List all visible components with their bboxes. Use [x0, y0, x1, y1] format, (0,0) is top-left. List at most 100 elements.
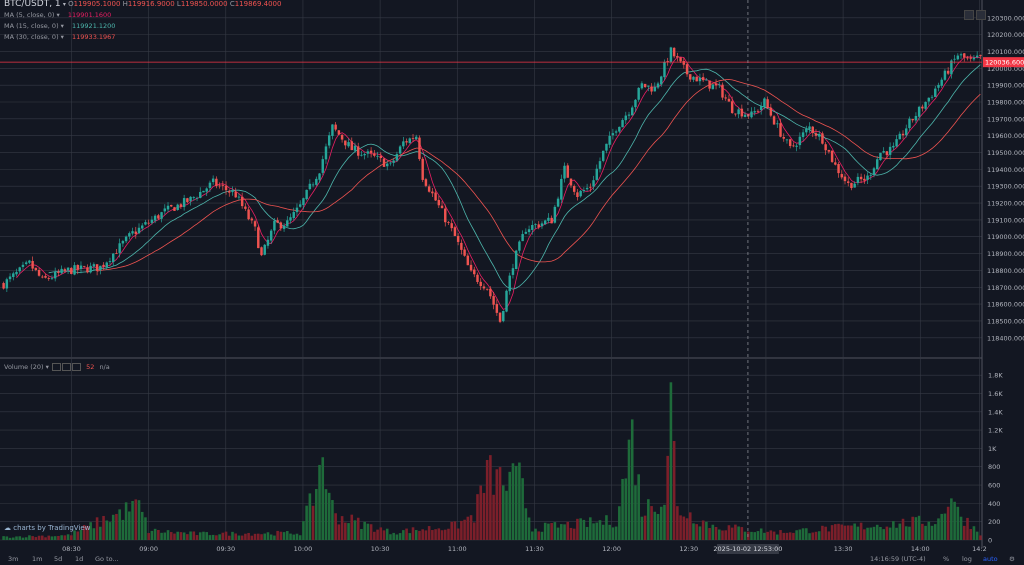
- volume-bar: [840, 524, 844, 540]
- candle-body: [821, 133, 824, 144]
- tradingview-branding[interactable]: ☁ charts by TradingView: [4, 524, 90, 532]
- volume-bar: [608, 524, 611, 540]
- volume-bar: [962, 525, 966, 540]
- timeframe-5d[interactable]: 5d: [54, 555, 63, 563]
- volume-bar: [50, 536, 54, 540]
- volume-axis[interactable]: 0 200 400 600 800 1K 1.2K 1.4K 1.6K 1.8K: [988, 372, 1003, 545]
- volume-legend[interactable]: Volume (20) ▾ 52 n/a: [4, 363, 110, 371]
- volume-bar: [601, 524, 605, 540]
- price-tick-label: 119200.0000: [987, 200, 1024, 208]
- candle-body: [795, 145, 798, 147]
- volume-bar: [553, 522, 557, 540]
- candle-body: [363, 154, 366, 156]
- ma-5-legend[interactable]: MA (5, close, 0) ▾ 119901.1600: [4, 11, 112, 19]
- ma-30-legend[interactable]: MA (30, close, 0) ▾ 119933.1967: [4, 33, 116, 41]
- candle-body: [282, 225, 286, 229]
- volume-bar: [846, 525, 850, 540]
- price-axis[interactable]: 120300.0000 120200.0000 120100.0000 120000.…: [987, 14, 1024, 342]
- ma-15-legend[interactable]: MA (15, close, 0) ▾ 119921.1200: [4, 22, 116, 30]
- volume-bar: [585, 526, 589, 540]
- volume-bar: [737, 526, 740, 540]
- candle-body: [460, 242, 463, 250]
- volume-tick-label: 1.2K: [988, 427, 1003, 435]
- volume-bar: [463, 519, 466, 540]
- candle-body: [260, 247, 263, 256]
- close-icon[interactable]: [72, 363, 81, 371]
- time-axis[interactable]: 08:30 09:00 09:30 10:00 10:30 11:00 11:30 12:00…: [62, 545, 987, 553]
- candle-body: [105, 262, 108, 268]
- volume-bar: [144, 517, 147, 540]
- hide-icon[interactable]: [62, 363, 71, 371]
- close-value: 119869.4000: [234, 0, 282, 8]
- candle-body: [182, 198, 186, 208]
- time-tick-label: 14:00: [911, 545, 930, 553]
- timeframe-3m[interactable]: 3m: [8, 555, 19, 563]
- volume-bar: [685, 518, 689, 540]
- candle-body: [173, 207, 176, 211]
- high-value: 119916.9000: [127, 0, 175, 8]
- candle-body: [601, 150, 605, 161]
- goto-button[interactable]: Go to...: [95, 555, 119, 563]
- candle-body: [705, 79, 708, 81]
- candle-body: [540, 223, 544, 227]
- volume-bar: [153, 528, 157, 540]
- candle-body: [647, 85, 650, 87]
- candle-body: [302, 198, 305, 206]
- volume-bar: [424, 530, 428, 540]
- volume-bars: [2, 382, 982, 540]
- volume-bar: [843, 525, 847, 540]
- settings-icon[interactable]: [52, 363, 61, 371]
- candle-body: [514, 250, 518, 270]
- candle-body: [340, 134, 344, 140]
- cloud-icon: ☁: [4, 524, 11, 532]
- candle-body: [621, 120, 624, 128]
- restore-icon[interactable]: [976, 10, 986, 20]
- auto-toggle[interactable]: auto: [983, 555, 998, 563]
- candle-body: [927, 97, 931, 102]
- candle-body: [324, 146, 328, 160]
- candle-body: [553, 206, 557, 223]
- low-label: L: [176, 0, 181, 8]
- volume-bar: [327, 492, 331, 540]
- volume-bar: [692, 523, 695, 540]
- candle-body: [224, 185, 228, 191]
- volume-bar: [160, 532, 163, 540]
- candle-body: [788, 139, 792, 146]
- volume-bar: [363, 521, 366, 540]
- candle-body: [689, 74, 692, 80]
- volume-bar: [411, 527, 415, 540]
- candle-body: [247, 209, 250, 220]
- symbol-label[interactable]: BTC/USDT, 1: [4, 0, 61, 9]
- candle-body: [711, 84, 715, 90]
- time-tick-label: 08:30: [62, 545, 81, 553]
- clock-display[interactable]: 14:16:59 (UTC-4): [870, 555, 926, 563]
- volume-bar: [489, 455, 492, 540]
- volume-tick-label: 600: [988, 482, 1000, 490]
- volume-bar: [640, 516, 644, 540]
- candle-body: [427, 186, 431, 192]
- ma-5-value: 119901.1600: [67, 11, 112, 19]
- volume-bar: [830, 525, 834, 540]
- log-toggle[interactable]: log: [962, 555, 972, 563]
- volume-bar: [582, 519, 586, 540]
- candle-body: [563, 165, 566, 179]
- timeframe-1d[interactable]: 1d: [75, 555, 84, 563]
- volume-bar: [498, 467, 502, 540]
- volume-bar: [505, 490, 508, 540]
- candle-body: [808, 126, 811, 130]
- candle-body: [356, 146, 360, 156]
- volume-bar: [930, 525, 934, 540]
- volume-bar: [914, 517, 918, 540]
- volume-bar: [63, 535, 67, 540]
- percent-toggle[interactable]: %: [943, 555, 950, 563]
- volume-bar: [21, 537, 25, 540]
- candle-body: [305, 189, 308, 200]
- volume-tick-label: 1.8K: [988, 372, 1003, 380]
- dropdown-chevron-icon[interactable]: ▾: [62, 1, 66, 8]
- volume-bar: [817, 531, 821, 540]
- gear-icon[interactable]: ⚙: [1009, 555, 1015, 563]
- maximize-icon[interactable]: [964, 10, 974, 20]
- timeframe-1m[interactable]: 1m: [32, 555, 43, 563]
- volume-bar: [972, 526, 976, 540]
